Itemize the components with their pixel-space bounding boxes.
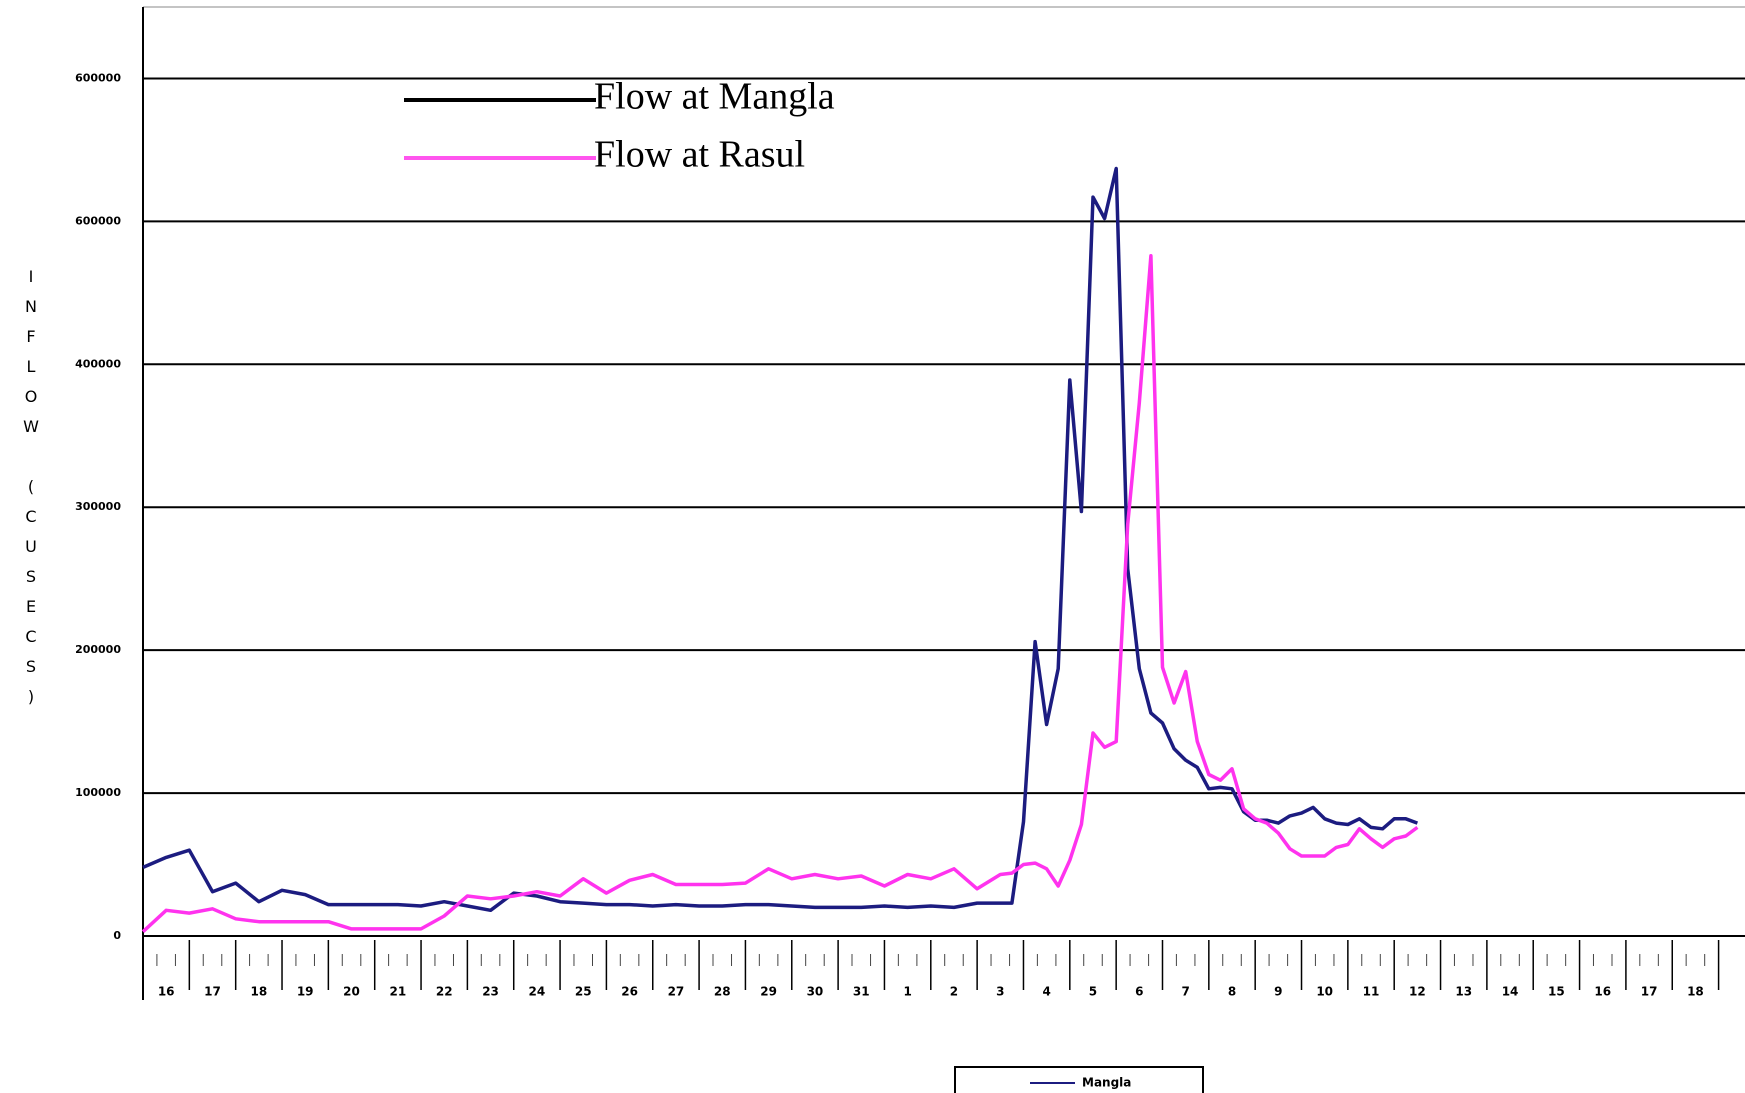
x-tick-label: 5 — [1089, 985, 1097, 999]
y-tick-label: 600000 — [75, 71, 121, 84]
y-tick-label: 600000 — [75, 214, 121, 227]
legend-label: Flow at Mangla — [594, 76, 835, 118]
y-tick-label: 400000 — [75, 357, 121, 370]
x-tick-label: 10 — [1316, 985, 1333, 999]
y-axis-label: INFLOW (CUSECS) — [22, 267, 41, 717]
x-tick-label: 7 — [1181, 985, 1189, 999]
x-tick-label: 2 — [950, 985, 958, 999]
bottom-legend: Mangla — [954, 1066, 1204, 1093]
x-tick-label: 19 — [297, 985, 314, 999]
x-tick-label: 31 — [853, 985, 870, 999]
x-tick-label: 18 — [1687, 985, 1704, 999]
x-tick-label: 3 — [996, 985, 1004, 999]
x-tick-label: 22 — [436, 985, 453, 999]
x-tick-label: 4 — [1042, 985, 1050, 999]
x-tick-label: 25 — [575, 985, 592, 999]
x-tick-label: 16 — [1594, 985, 1611, 999]
x-tick-label: 1 — [903, 985, 911, 999]
x-tick-label: 16 — [158, 985, 175, 999]
legend-label: Mangla — [1082, 1076, 1131, 1090]
series-line — [142, 166, 1419, 913]
x-tick-label: 27 — [668, 985, 685, 999]
x-tick-label: 8 — [1228, 985, 1236, 999]
x-tick-label: 24 — [529, 985, 546, 999]
y-tick-label: 300000 — [75, 500, 121, 513]
x-tick-label: 14 — [1502, 985, 1519, 999]
x-tick-label: 28 — [714, 985, 731, 999]
x-tick-label: 20 — [343, 985, 360, 999]
legend-box — [954, 1066, 1204, 1093]
x-tick-label: 17 — [1641, 985, 1658, 999]
x-tick-label: 12 — [1409, 985, 1426, 999]
series-line — [141, 253, 1419, 933]
x-tick-label: 23 — [482, 985, 499, 999]
x-tick-label: 21 — [390, 985, 407, 999]
legend-label: Flow at Rasul — [594, 134, 805, 176]
x-tick-label: 26 — [621, 985, 638, 999]
x-tick-label: 9 — [1274, 985, 1282, 999]
x-tick-label: 30 — [807, 985, 824, 999]
y-tick-label: 100000 — [75, 786, 121, 799]
x-tick-label: 18 — [251, 985, 268, 999]
x-tick-label: 6 — [1135, 985, 1143, 999]
x-tick-label: 17 — [204, 985, 221, 999]
x-tick-label: 11 — [1363, 985, 1380, 999]
y-tick-label: 0 — [113, 929, 121, 942]
y-tick-label: 200000 — [75, 643, 121, 656]
x-tick-label: 13 — [1455, 985, 1472, 999]
x-tick-label: 15 — [1548, 985, 1565, 999]
x-tick-label: 29 — [760, 985, 777, 999]
